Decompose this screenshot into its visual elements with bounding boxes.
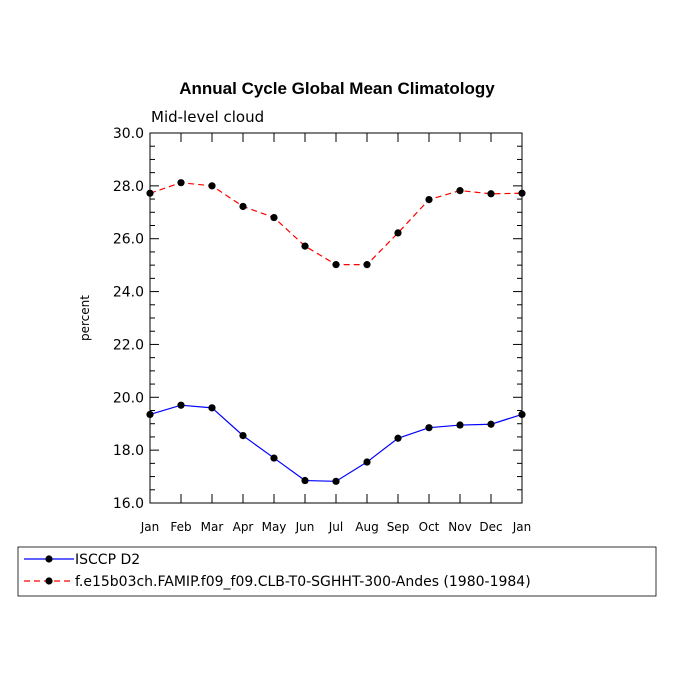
data-point <box>146 189 154 197</box>
legend-marker <box>45 555 53 563</box>
data-point <box>394 229 402 237</box>
x-tick-label: Feb <box>170 520 191 534</box>
axis-ticks: 16.0 18.0 20.0 22.0 24.0 26.0 28.0 30.0 Jan Feb Ma… <box>113 126 531 534</box>
data-point <box>363 458 371 466</box>
y-tick-label: 24.0 <box>113 285 144 301</box>
data-point <box>332 477 340 485</box>
x-tick-label: Apr <box>233 520 254 534</box>
x-tick-label: Jan <box>512 520 532 534</box>
legend-box <box>17 546 657 597</box>
y-tick-label: 30.0 <box>113 126 144 142</box>
x-tick-label: Nov <box>448 520 471 534</box>
data-point <box>301 476 309 485</box>
x-tick-label: Jul <box>328 520 343 534</box>
legend: ISCCP D2 f.e15b03ch.FAMIP.f09_f09.CLB-T0-… <box>17 546 657 597</box>
y-tick-label: 26.0 <box>113 232 144 248</box>
data-point <box>425 196 433 204</box>
x-tick-label: Oct <box>419 520 440 534</box>
y-tick-label: 28.0 <box>113 179 144 195</box>
data-point <box>208 182 216 190</box>
data-point <box>177 179 185 187</box>
data-point <box>487 420 495 428</box>
y-tick-label: 16.0 <box>113 496 144 512</box>
x-tick-label: Jan <box>140 520 160 534</box>
data-point <box>239 202 247 211</box>
y-tick-label: 22.0 <box>113 337 144 353</box>
data-point <box>487 190 495 198</box>
data-point <box>270 454 278 462</box>
data-point <box>332 261 340 269</box>
chart-subtitle: Mid-level cloud <box>151 108 264 126</box>
x-tick-label: Dec <box>479 520 502 534</box>
data-point <box>425 424 433 432</box>
data-point <box>239 432 247 440</box>
legend-marker <box>45 577 53 585</box>
legend-label-1: f.e15b03ch.FAMIP.f09_f09.CLB-T0-SGHHT-30… <box>75 574 531 590</box>
data-point <box>301 242 309 250</box>
y-axis-label: percent <box>78 295 92 341</box>
data-point <box>363 261 371 269</box>
series-layer <box>146 179 526 485</box>
data-point <box>456 421 464 429</box>
series-line-0 <box>149 404 523 482</box>
data-point <box>270 213 278 222</box>
x-tick-label: Aug <box>355 520 378 534</box>
data-point <box>146 410 154 419</box>
plot-frame <box>149 132 523 504</box>
y-tick-label: 18.0 <box>113 443 144 459</box>
chart-title: Annual Cycle Global Mean Climatology <box>179 79 495 98</box>
data-point <box>208 404 216 412</box>
series-line-1 <box>149 182 523 266</box>
legend-label-0: ISCCP D2 <box>75 552 140 568</box>
data-point <box>518 189 526 197</box>
x-tick-label: Mar <box>201 520 224 534</box>
x-tick-label: May <box>262 520 287 534</box>
data-point <box>394 434 402 442</box>
data-point <box>456 187 464 195</box>
x-tick-label: Sep <box>387 520 410 534</box>
y-tick-label: 20.0 <box>113 390 144 406</box>
x-tick-label: Jun <box>295 520 315 534</box>
data-point <box>177 401 185 409</box>
data-point <box>518 410 526 419</box>
